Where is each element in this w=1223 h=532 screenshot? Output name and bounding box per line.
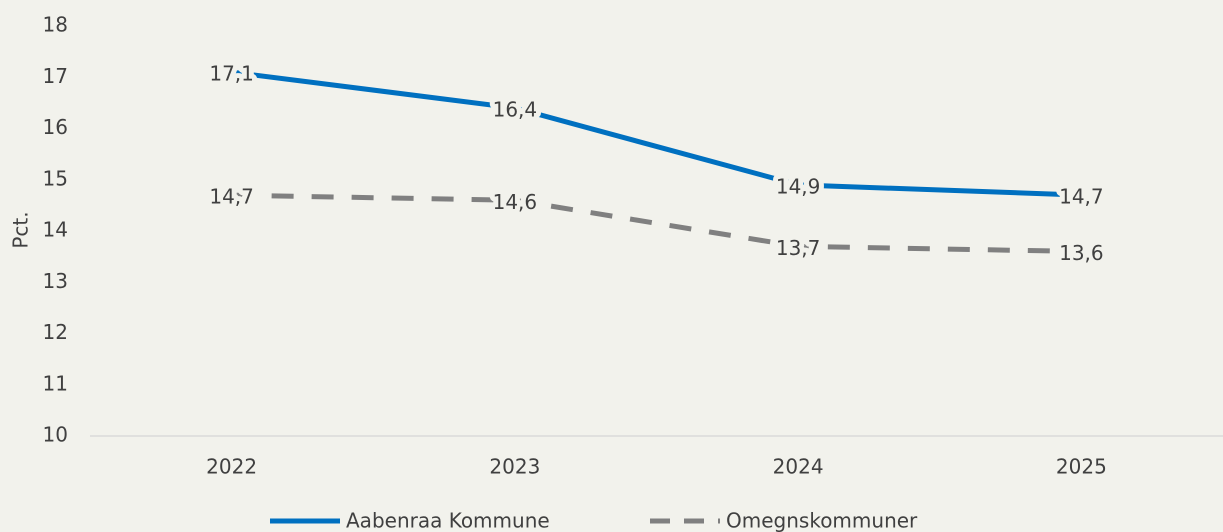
- x-tick-label: 2022: [206, 455, 257, 479]
- y-tick-label: 10: [43, 423, 68, 447]
- data-label: 13,7: [776, 236, 821, 260]
- y-tick-label: 16: [43, 115, 68, 139]
- x-tick-label: 2023: [489, 455, 540, 479]
- data-label: 14,6: [493, 190, 538, 214]
- y-tick-label: 11: [43, 371, 68, 395]
- line-series: [231, 192, 1082, 254]
- y-tick-label: 12: [43, 320, 68, 344]
- data-label: 14,7: [209, 185, 254, 209]
- legend-label: Aabenraa Kommune: [346, 509, 550, 532]
- x-tick-label: 2024: [773, 455, 824, 479]
- x-tick-label: 2025: [1056, 455, 1107, 479]
- y-tick-label: 18: [43, 13, 68, 37]
- data-label: 14,9: [776, 174, 821, 198]
- y-axis-label: Pct.: [9, 211, 33, 248]
- y-tick-label: 13: [43, 269, 68, 293]
- y-tick-label: 14: [43, 218, 68, 242]
- data-label: 16,4: [493, 98, 538, 122]
- data-label: 14,7: [1059, 185, 1104, 209]
- line-series: [231, 69, 1082, 198]
- data-label: 17,1: [209, 62, 254, 86]
- legend-label: Omegnskommuner: [726, 509, 918, 532]
- y-tick-label: 17: [43, 64, 68, 88]
- data-label: 13,6: [1059, 241, 1104, 265]
- y-tick-label: 15: [43, 166, 68, 190]
